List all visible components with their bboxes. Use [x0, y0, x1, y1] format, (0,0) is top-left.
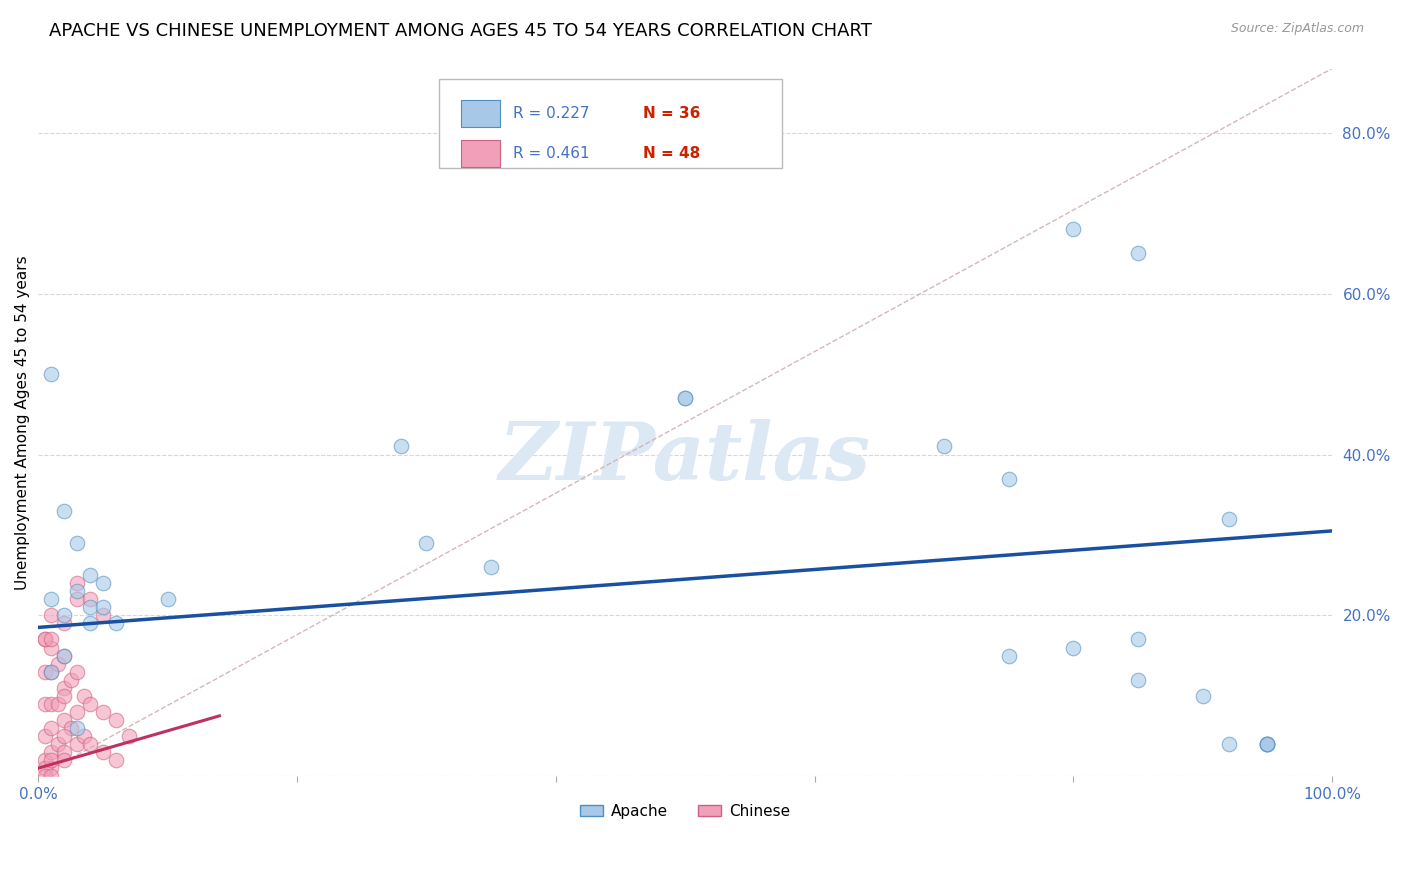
Point — [79, 737, 101, 751]
Point — [156, 592, 179, 607]
Point — [389, 440, 412, 454]
Point — [39, 592, 62, 607]
Text: N = 36: N = 36 — [643, 105, 700, 120]
Point — [1256, 737, 1278, 751]
Point — [1256, 737, 1278, 751]
Point — [66, 576, 89, 591]
Point — [1126, 246, 1149, 260]
Point — [79, 600, 101, 615]
Point — [104, 753, 127, 767]
Point — [72, 689, 94, 703]
Point — [34, 632, 56, 647]
Point — [997, 648, 1019, 663]
Point — [66, 705, 89, 719]
Point — [66, 584, 89, 599]
Point — [53, 648, 76, 663]
Point — [46, 737, 69, 751]
Point — [1218, 512, 1240, 526]
Text: R = 0.461: R = 0.461 — [513, 146, 589, 161]
Point — [34, 632, 56, 647]
Point — [59, 721, 82, 735]
Point — [66, 737, 89, 751]
Point — [53, 729, 76, 743]
Point — [1126, 632, 1149, 647]
Point — [53, 504, 76, 518]
Point — [53, 681, 76, 695]
Point — [46, 657, 69, 671]
Text: R = 0.227: R = 0.227 — [513, 105, 589, 120]
Text: Source: ZipAtlas.com: Source: ZipAtlas.com — [1230, 22, 1364, 36]
Point — [1062, 222, 1084, 236]
Point — [91, 576, 114, 591]
Point — [53, 608, 76, 623]
Point — [59, 673, 82, 687]
FancyBboxPatch shape — [440, 79, 782, 168]
Point — [39, 640, 62, 655]
Point — [34, 729, 56, 743]
Point — [34, 761, 56, 775]
Point — [39, 367, 62, 381]
Point — [53, 616, 76, 631]
Point — [39, 697, 62, 711]
Point — [66, 592, 89, 607]
Point — [104, 616, 127, 631]
Point — [91, 745, 114, 759]
Y-axis label: Unemployment Among Ages 45 to 54 years: Unemployment Among Ages 45 to 54 years — [15, 255, 30, 590]
Point — [39, 665, 62, 679]
Point — [53, 689, 76, 703]
Bar — [461, 140, 501, 168]
Point — [34, 753, 56, 767]
Point — [53, 713, 76, 727]
Point — [79, 697, 101, 711]
Point — [34, 769, 56, 783]
Point — [932, 440, 955, 454]
Point — [91, 705, 114, 719]
Point — [53, 753, 76, 767]
Point — [39, 665, 62, 679]
Point — [39, 721, 62, 735]
Point — [1062, 640, 1084, 655]
Text: N = 48: N = 48 — [643, 146, 700, 161]
Point — [34, 665, 56, 679]
Point — [53, 745, 76, 759]
Point — [39, 608, 62, 623]
Point — [104, 713, 127, 727]
Point — [34, 697, 56, 711]
Point — [673, 391, 696, 405]
Point — [46, 697, 69, 711]
Point — [79, 568, 101, 582]
Point — [79, 616, 101, 631]
Point — [72, 729, 94, 743]
Point — [997, 472, 1019, 486]
Point — [415, 536, 437, 550]
Bar — [461, 100, 501, 127]
Point — [66, 665, 89, 679]
Point — [1126, 673, 1149, 687]
Point — [1191, 689, 1213, 703]
Point — [1256, 737, 1278, 751]
Text: ZIPatlas: ZIPatlas — [499, 419, 872, 497]
Point — [79, 592, 101, 607]
Point — [66, 536, 89, 550]
Point — [39, 753, 62, 767]
Text: APACHE VS CHINESE UNEMPLOYMENT AMONG AGES 45 TO 54 YEARS CORRELATION CHART: APACHE VS CHINESE UNEMPLOYMENT AMONG AGE… — [49, 22, 872, 40]
Point — [39, 769, 62, 783]
Point — [1218, 737, 1240, 751]
Point — [479, 560, 502, 574]
Point — [66, 721, 89, 735]
Point — [53, 648, 76, 663]
Point — [118, 729, 141, 743]
Point — [1256, 737, 1278, 751]
Point — [39, 632, 62, 647]
Point — [91, 608, 114, 623]
Point — [39, 761, 62, 775]
Point — [91, 600, 114, 615]
Legend: Apache, Chinese: Apache, Chinese — [574, 798, 796, 825]
Point — [39, 745, 62, 759]
Point — [673, 391, 696, 405]
